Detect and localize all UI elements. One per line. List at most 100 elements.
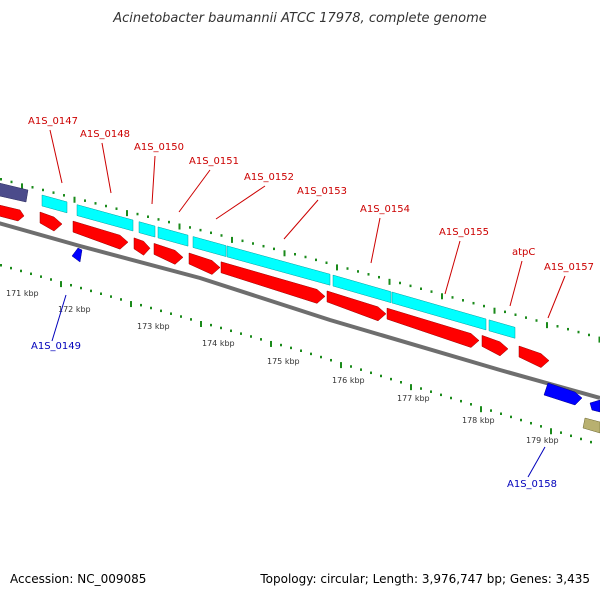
ring-tick [462, 299, 464, 302]
gene-feature[interactable] [138, 221, 156, 238]
ring-tick [189, 226, 191, 229]
cds-feature[interactable] [220, 261, 326, 304]
gene-feature[interactable] [157, 226, 189, 247]
ring-tick [157, 218, 160, 221]
gene-label-A1S_0155[interactable]: A1S_0155 [439, 227, 489, 238]
gene-label-A1S_0157[interactable]: A1S_0157 [544, 262, 594, 273]
scale-tick [160, 309, 162, 313]
ring-tick [598, 336, 600, 343]
ring-tick [357, 270, 359, 273]
ring-tick [168, 220, 170, 224]
gene-label-A1S_0150[interactable]: A1S_0150 [134, 142, 184, 153]
gene-label-A1S_0149[interactable]: A1S_0149 [31, 341, 81, 352]
cds-A1S_0158-feature[interactable] [543, 382, 583, 406]
ring-tick [73, 196, 76, 203]
scale-tick [50, 278, 52, 281]
ring-tick [10, 180, 13, 184]
gene-feature[interactable] [76, 204, 134, 232]
gene-label-A1S_0152[interactable]: A1S_0152 [244, 172, 294, 183]
scale-tick [570, 434, 572, 438]
scale-tick [420, 387, 422, 390]
ring-tick [283, 250, 286, 257]
scale-tick [140, 303, 142, 307]
ring-tick [525, 316, 527, 319]
cds-feature[interactable] [188, 252, 221, 275]
scale-tick [30, 272, 32, 276]
feature-right-other[interactable] [582, 417, 600, 434]
scale-tick [590, 440, 592, 444]
scale-tick [90, 289, 92, 293]
kbp-label: 175 kbp [267, 357, 300, 366]
gene-label-A1S_0158[interactable]: A1S_0158 [507, 479, 557, 490]
ring-tick [42, 188, 44, 192]
scale-tick [190, 318, 192, 321]
cds-A1S_0149-feature[interactable] [71, 247, 83, 263]
cds-feature[interactable] [386, 307, 480, 348]
cds-right-partial-blue[interactable] [589, 399, 600, 413]
upper-tick-ring [0, 178, 600, 343]
gene-feature[interactable] [391, 291, 487, 331]
cds-left-partial[interactable] [0, 204, 25, 222]
scale-tick [430, 390, 432, 393]
cds-feature[interactable] [39, 211, 63, 232]
gene-label-A1S_0154[interactable]: A1S_0154 [360, 204, 410, 215]
gene-label-atpC[interactable]: atpC [512, 247, 535, 258]
scale-tick [390, 377, 392, 381]
ring-tick [472, 301, 475, 305]
ring-tick [52, 191, 55, 194]
gene-label-A1S_0148[interactable]: A1S_0148 [80, 129, 130, 140]
kbp-label: 178 kbp [462, 416, 495, 425]
kbp-label: 177 kbp [397, 394, 430, 403]
scale-tick [60, 281, 62, 288]
cds-feature[interactable] [133, 237, 151, 256]
gene-feature[interactable] [488, 319, 516, 339]
scale-tick [530, 421, 532, 425]
ring-tick [451, 296, 454, 299]
scale-tick [360, 368, 362, 371]
leader-line [283, 199, 319, 240]
leader-line [444, 240, 461, 295]
gene-feature[interactable] [41, 194, 68, 214]
gene-label-A1S_0147[interactable]: A1S_0147 [28, 116, 78, 127]
scale-tick [120, 298, 122, 301]
cds-feature[interactable] [153, 243, 184, 265]
gene-feature[interactable] [226, 245, 331, 286]
ring-tick [0, 178, 2, 181]
gene-track-forward [41, 194, 516, 339]
leader-line [527, 446, 546, 478]
scale-tick [110, 295, 112, 298]
gene-feature[interactable] [332, 274, 392, 304]
ring-tick [94, 202, 97, 205]
leader-line [178, 169, 211, 213]
ring-tick [126, 210, 128, 217]
scale-tick [250, 335, 252, 338]
cds-feature[interactable] [518, 345, 550, 368]
cds-feature[interactable] [72, 220, 129, 250]
ring-tick [535, 319, 538, 322]
gene-feature[interactable] [192, 236, 227, 257]
scale-tick [220, 326, 222, 330]
ring-tick [567, 327, 569, 331]
ring-tick [31, 186, 34, 189]
ring-tick [546, 322, 548, 329]
gene-label-A1S_0153[interactable]: A1S_0153 [297, 186, 347, 197]
scale-tick [450, 396, 452, 400]
scale-tick [270, 340, 272, 347]
leader-line [215, 185, 266, 220]
ring-tick [105, 204, 107, 208]
ring-tick [84, 199, 86, 202]
scale-tick [560, 431, 562, 434]
gene-label-A1S_0151[interactable]: A1S_0151 [189, 156, 239, 167]
cds-feature[interactable] [326, 290, 387, 322]
scale-tick [460, 399, 462, 403]
scale-tick [130, 301, 132, 308]
ring-tick [399, 281, 401, 285]
feature-left-other[interactable] [0, 182, 29, 203]
cds-feature[interactable] [481, 335, 509, 357]
leader-line [101, 142, 112, 194]
kbp-label: 179 kbp [526, 436, 559, 445]
ring-tick [136, 212, 139, 216]
ring-tick [388, 278, 391, 285]
